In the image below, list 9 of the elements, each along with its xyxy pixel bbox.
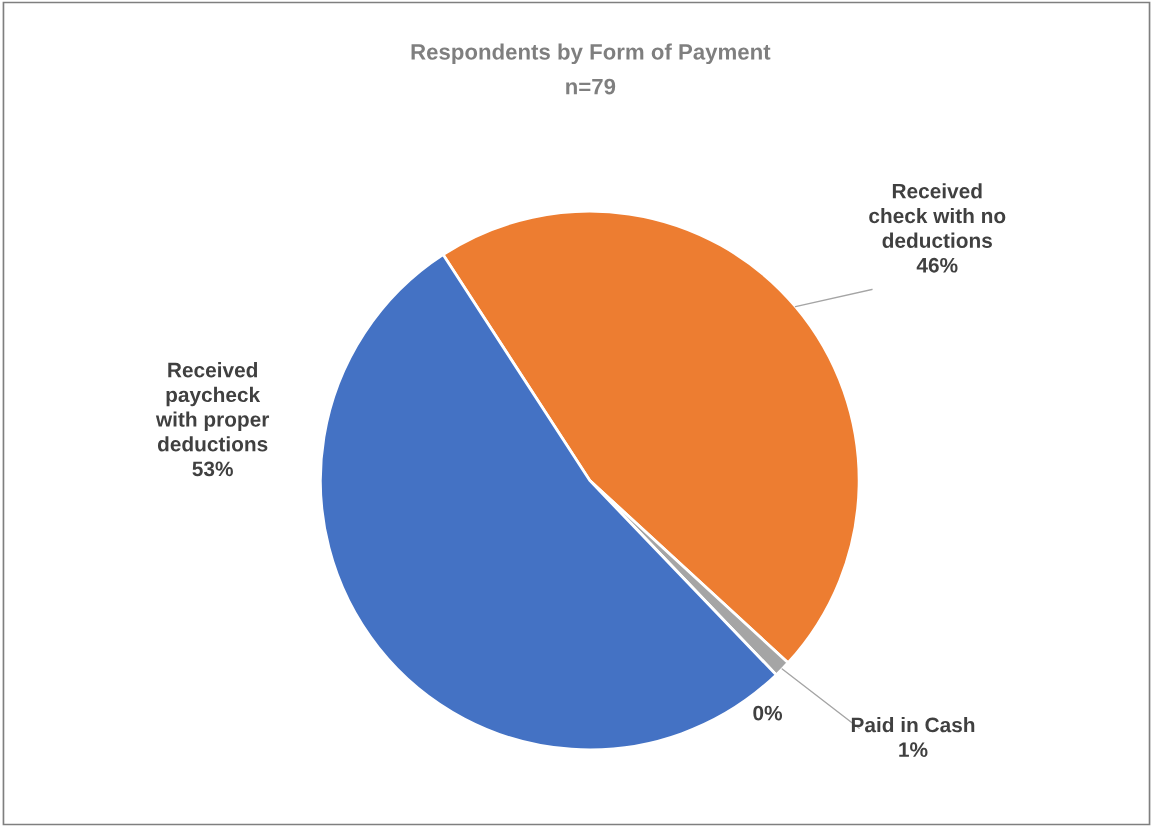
data-label: 46% — [916, 257, 958, 273]
data-label: 53% — [192, 461, 233, 477]
chart-title: Respondents by Form of Payment — [411, 43, 771, 65]
data-label: 1% — [899, 742, 928, 757]
chart-subtitle: n=79 — [566, 78, 616, 95]
slice-label: Received check with no deductions — [869, 183, 1006, 248]
slice-label: Paid in Cash — [851, 717, 975, 733]
text: 0% — [753, 705, 783, 721]
slice-label: Received paycheck with proper deductions — [155, 362, 270, 452]
